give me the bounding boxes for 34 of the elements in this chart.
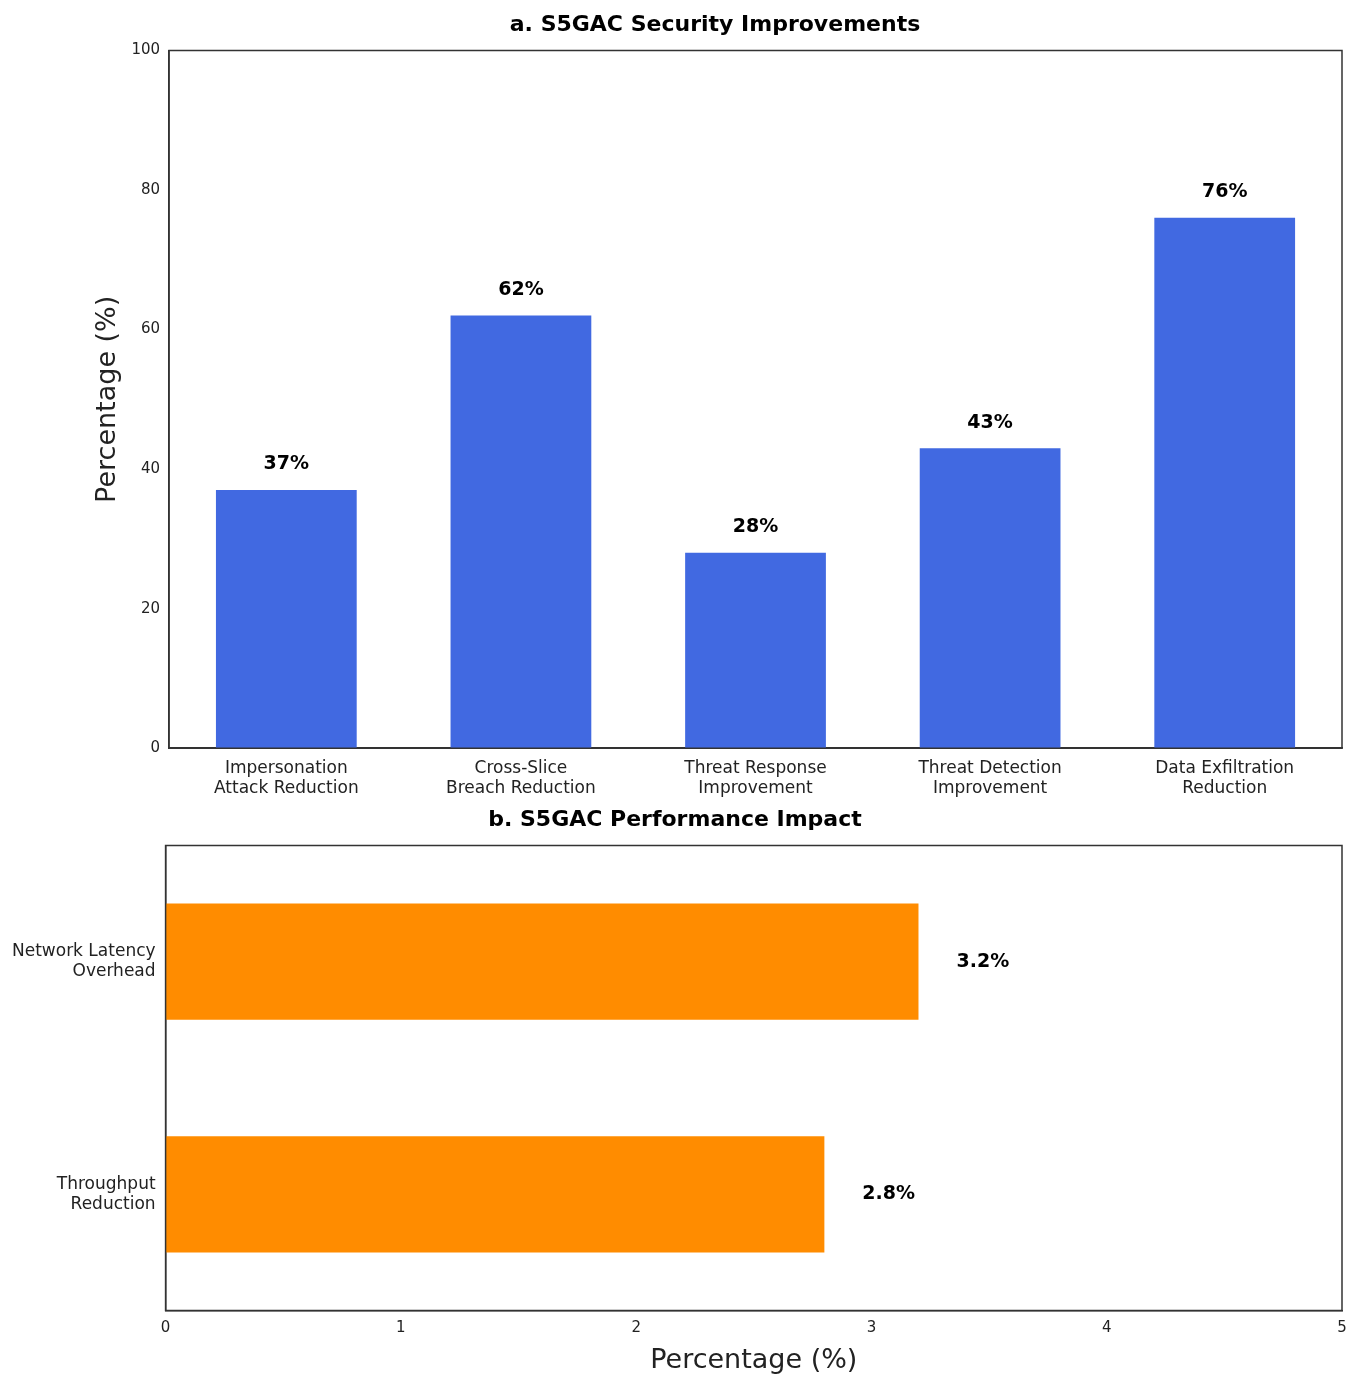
x-tick-label: 4 bbox=[1101, 1318, 1112, 1337]
data-label: 2.8% bbox=[862, 1181, 916, 1204]
data-label: 28% bbox=[732, 514, 779, 537]
chart-title: a. S5GAC Security Improvements bbox=[509, 10, 921, 36]
x-tick-label: Data Exfiltration Reduction bbox=[1155, 756, 1295, 798]
bar bbox=[1154, 217, 1296, 749]
bar bbox=[450, 315, 592, 749]
x-tick-label: 2 bbox=[631, 1318, 641, 1337]
bar bbox=[215, 490, 357, 749]
y-tick-label: 80 bbox=[140, 179, 161, 198]
y-tick-label: 100 bbox=[131, 40, 161, 59]
data-label: 43% bbox=[967, 409, 1013, 432]
x-tick-label: 1 bbox=[396, 1318, 406, 1337]
x-tick-label: Impersonation Attack Reduction bbox=[213, 756, 359, 798]
y-tick-label: Throughput Reduction bbox=[55, 1172, 156, 1213]
y-tick-label: Network Latency Overhead bbox=[11, 939, 156, 981]
x-axis-title: Percentage (%) bbox=[650, 1342, 858, 1374]
y-axis-title: Percentage (%) bbox=[90, 295, 122, 503]
data-label: 62% bbox=[498, 277, 544, 299]
y-tick-label: 40 bbox=[140, 458, 161, 477]
data-label: 37% bbox=[263, 451, 310, 474]
data-label: 76% bbox=[1201, 179, 1248, 202]
y-tick-label: 60 bbox=[140, 319, 161, 338]
bar bbox=[685, 552, 826, 749]
chart-title: b. S5GAC Performance Impact bbox=[488, 805, 863, 831]
y-tick-label: 20 bbox=[140, 598, 161, 617]
y-tick-label: 0 bbox=[150, 738, 161, 757]
x-tick-label: 5 bbox=[1337, 1318, 1347, 1337]
x-tick-label: Cross-Slice Breach Reduction bbox=[446, 756, 596, 798]
data-label: 3.2% bbox=[956, 948, 1010, 971]
x-tick-label: 3 bbox=[866, 1318, 877, 1337]
x-tick-label: Threat Detection Improvement bbox=[917, 756, 1062, 798]
x-tick-label: Threat Response Improvement bbox=[683, 756, 827, 798]
bar bbox=[919, 448, 1061, 749]
